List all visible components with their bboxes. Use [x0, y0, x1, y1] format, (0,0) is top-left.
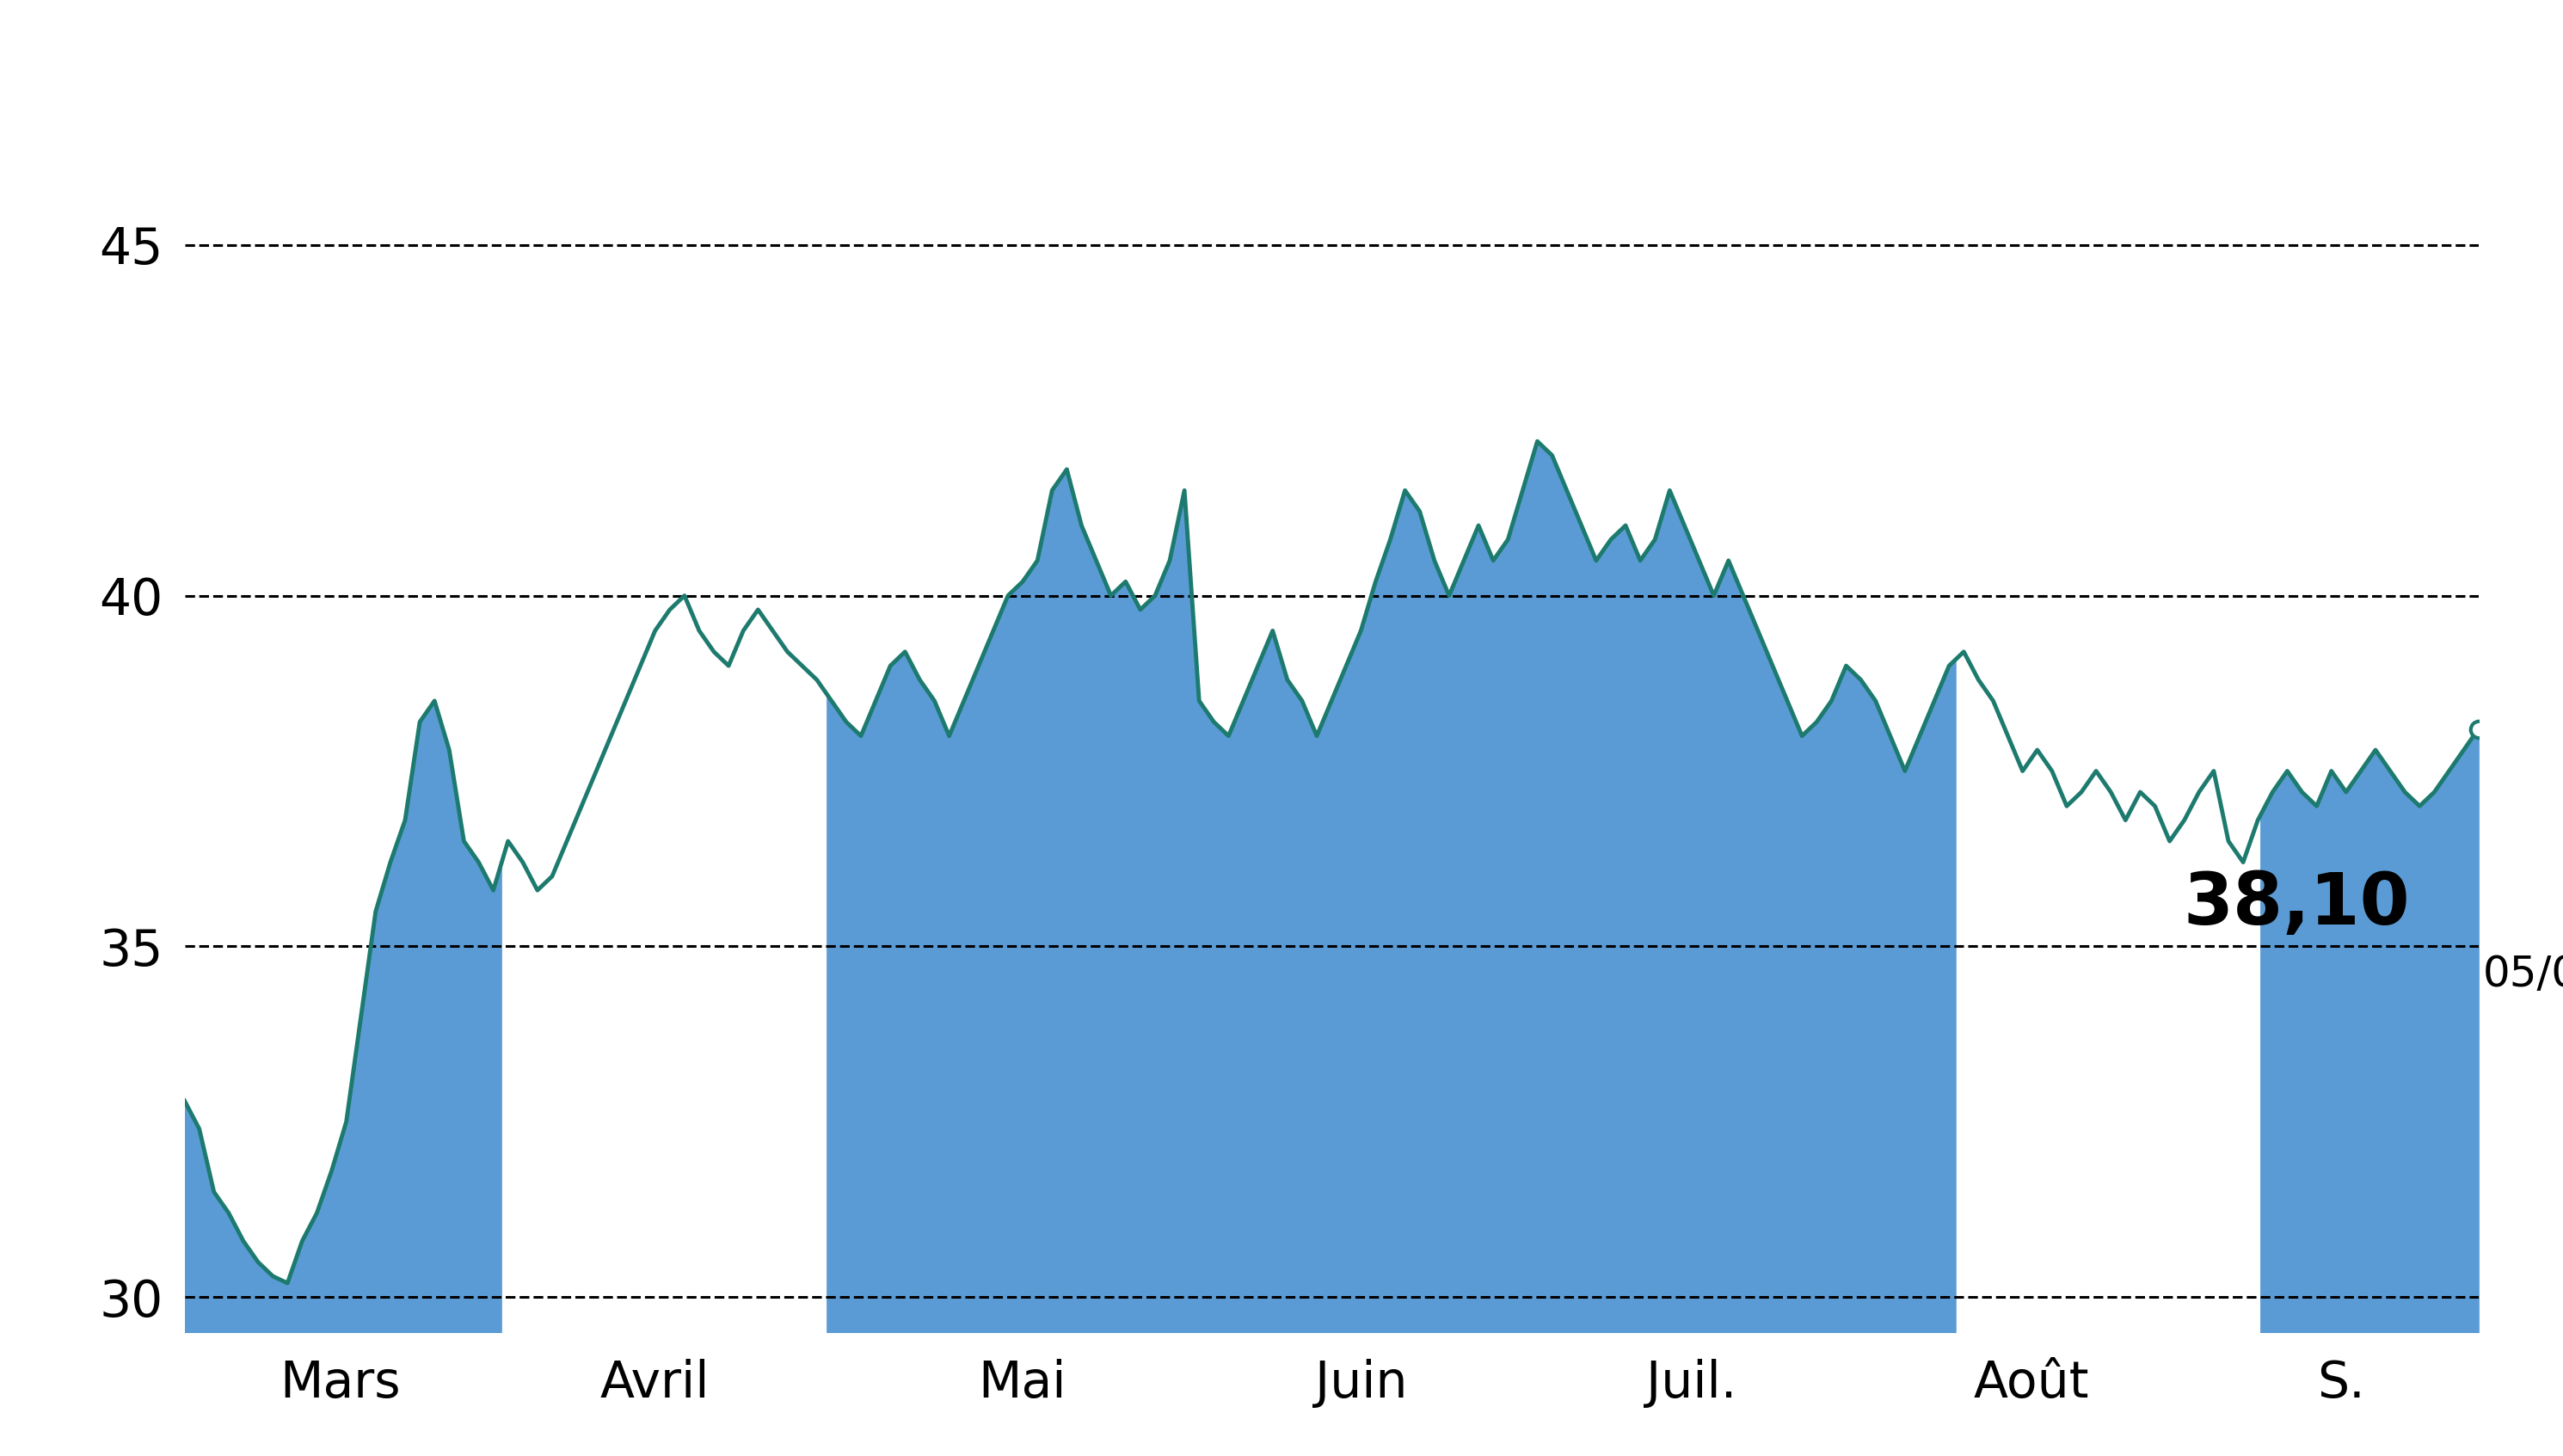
- Text: Init Innovation in Traffic Systems SE: Init Innovation in Traffic Systems SE: [451, 44, 2112, 124]
- Text: 38,10: 38,10: [2184, 869, 2409, 939]
- Text: 05/09: 05/09: [2484, 954, 2563, 994]
